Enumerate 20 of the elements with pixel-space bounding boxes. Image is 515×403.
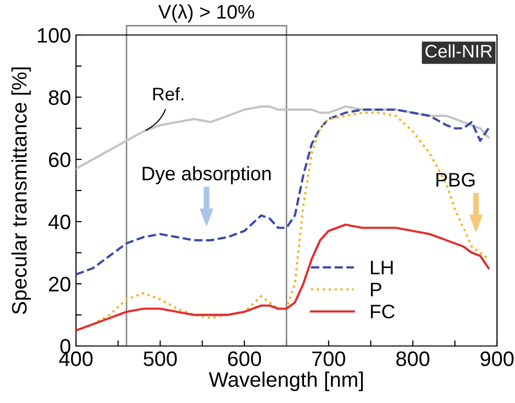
x-axis-title: Wavelength [nm] [208,372,363,392]
legend-label: FC [370,304,395,318]
legend-label: P [370,282,382,296]
y-tick-label: 100 [38,28,70,43]
annotation: Cell-NIR [425,44,492,58]
annotation: Dye absorption [142,166,271,184]
series-label: Ref. [153,87,184,100]
x-tick-label: 700 [312,351,346,366]
x-tick-label: 800 [396,351,430,366]
legend-label: LH [370,260,393,274]
y-tick-label: 20 [49,276,70,292]
y-axis-title: Specular transmittance [%] [11,68,31,314]
annotation: PBG [436,172,474,187]
text: V(λ) > 10% [158,4,254,23]
x-tick-label: 600 [228,351,261,366]
y-tick-label: 40 [48,214,70,230]
x-tick-label: 500 [144,351,177,366]
y-tick-label: 60 [49,152,70,168]
y-tick-label: 80 [48,90,70,105]
x-tick-label: 900 [480,351,514,366]
